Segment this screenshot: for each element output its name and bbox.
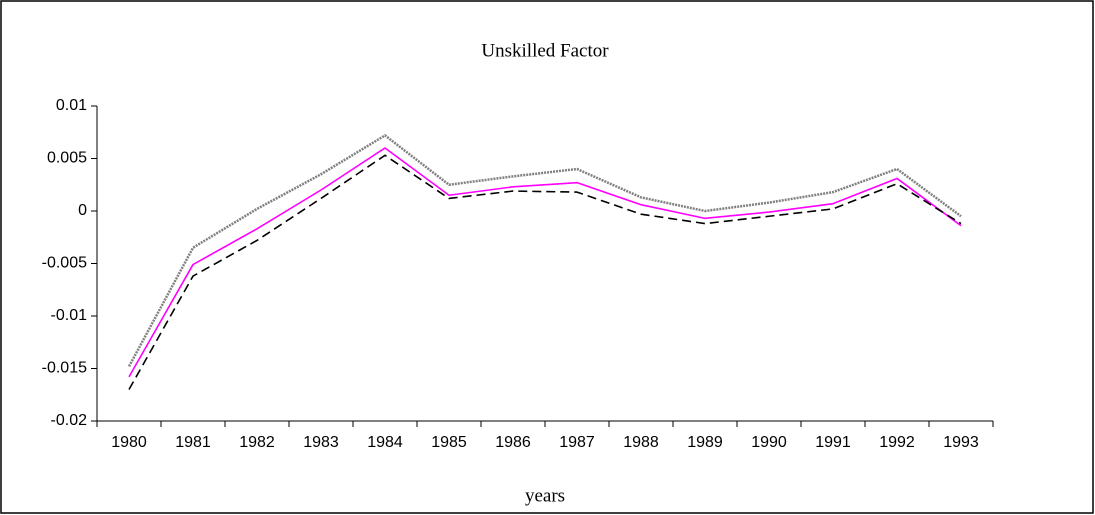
x-tick-label: 1981 [175,434,211,451]
series-line [127,134,962,367]
x-tick-label: 1983 [303,434,339,451]
x-tick-label: 1988 [623,434,659,451]
x-tick-label: 1991 [815,434,851,451]
chart-title: Unskilled Factor [481,40,609,61]
x-tick-label: 1985 [431,434,467,451]
y-tick-label: -0.02 [51,412,88,429]
y-tick-label: 0 [78,202,87,219]
y-tick-label: 0.01 [56,97,87,114]
y-tick-label: -0.005 [42,255,87,272]
x-tick-label: 1990 [751,434,787,451]
x-tick-label: 1980 [111,434,147,451]
series-line [128,147,962,378]
y-tick-label: 0.005 [47,150,87,167]
y-tick-label: -0.015 [42,360,87,377]
series-line [128,154,962,390]
x-tick-label: 1993 [943,434,979,451]
x-tick-label: 1989 [687,434,723,451]
x-axis-title: years [525,485,565,506]
x-tick-label: 1986 [495,434,531,451]
y-tick-label: -0.01 [51,307,88,324]
x-tick-label: 1987 [559,434,595,451]
x-tick-label: 1982 [239,434,275,451]
x-tick-label: 1992 [879,434,915,451]
x-tick-label: 1984 [367,434,403,451]
